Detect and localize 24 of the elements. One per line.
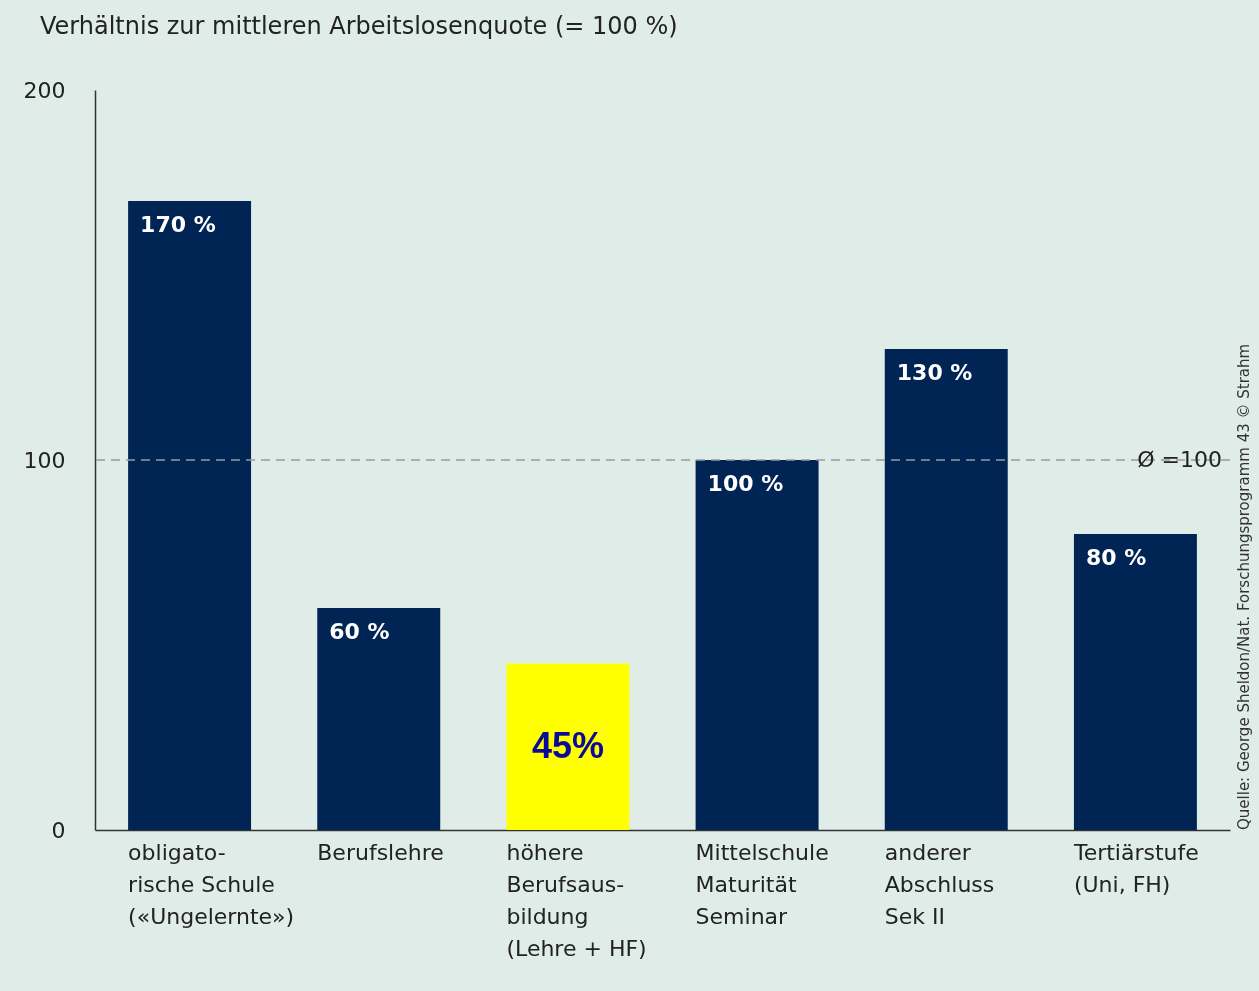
ref-line-label: Ø =100: [1137, 447, 1222, 472]
bar: [1073, 534, 1197, 830]
bar: [506, 663, 630, 830]
x-tick-label: Berufslehre: [317, 839, 444, 865]
data-label: 100 %: [707, 471, 784, 496]
x-tick-label: Mittelschule Maturität Seminar: [695, 839, 829, 929]
y-tick-label: 100: [23, 447, 66, 473]
data-label: 45%: [531, 724, 604, 766]
bar: [317, 608, 441, 830]
bar: [128, 201, 252, 830]
x-tick-label: anderer Abschluss Sek II: [884, 839, 995, 929]
x-tick-label: obligato- rische Schule («Ungelernte»): [128, 839, 295, 929]
data-label: 130 %: [896, 360, 973, 385]
x-tick-label: höhere Berufsaus- bildung (Lehre + HF): [506, 839, 647, 961]
bar: [695, 460, 819, 830]
y-tick-label: 0: [51, 817, 66, 843]
chart-title: Verhältnis zur mittleren Arbeitslosenquote (= 100 %): [40, 12, 678, 40]
data-label: 170 %: [140, 212, 216, 237]
y-tick-label: 200: [23, 77, 66, 103]
data-label: 80 %: [1085, 545, 1147, 570]
source-note: Quelle: George Sheldon/Nat. Forschungsprogramm 43 © Strahm: [1235, 343, 1253, 830]
bar: [884, 349, 1008, 830]
x-tick-label: Tertiärstufe (Uni, FH): [1072, 839, 1199, 897]
data-label: 60 %: [329, 619, 390, 644]
